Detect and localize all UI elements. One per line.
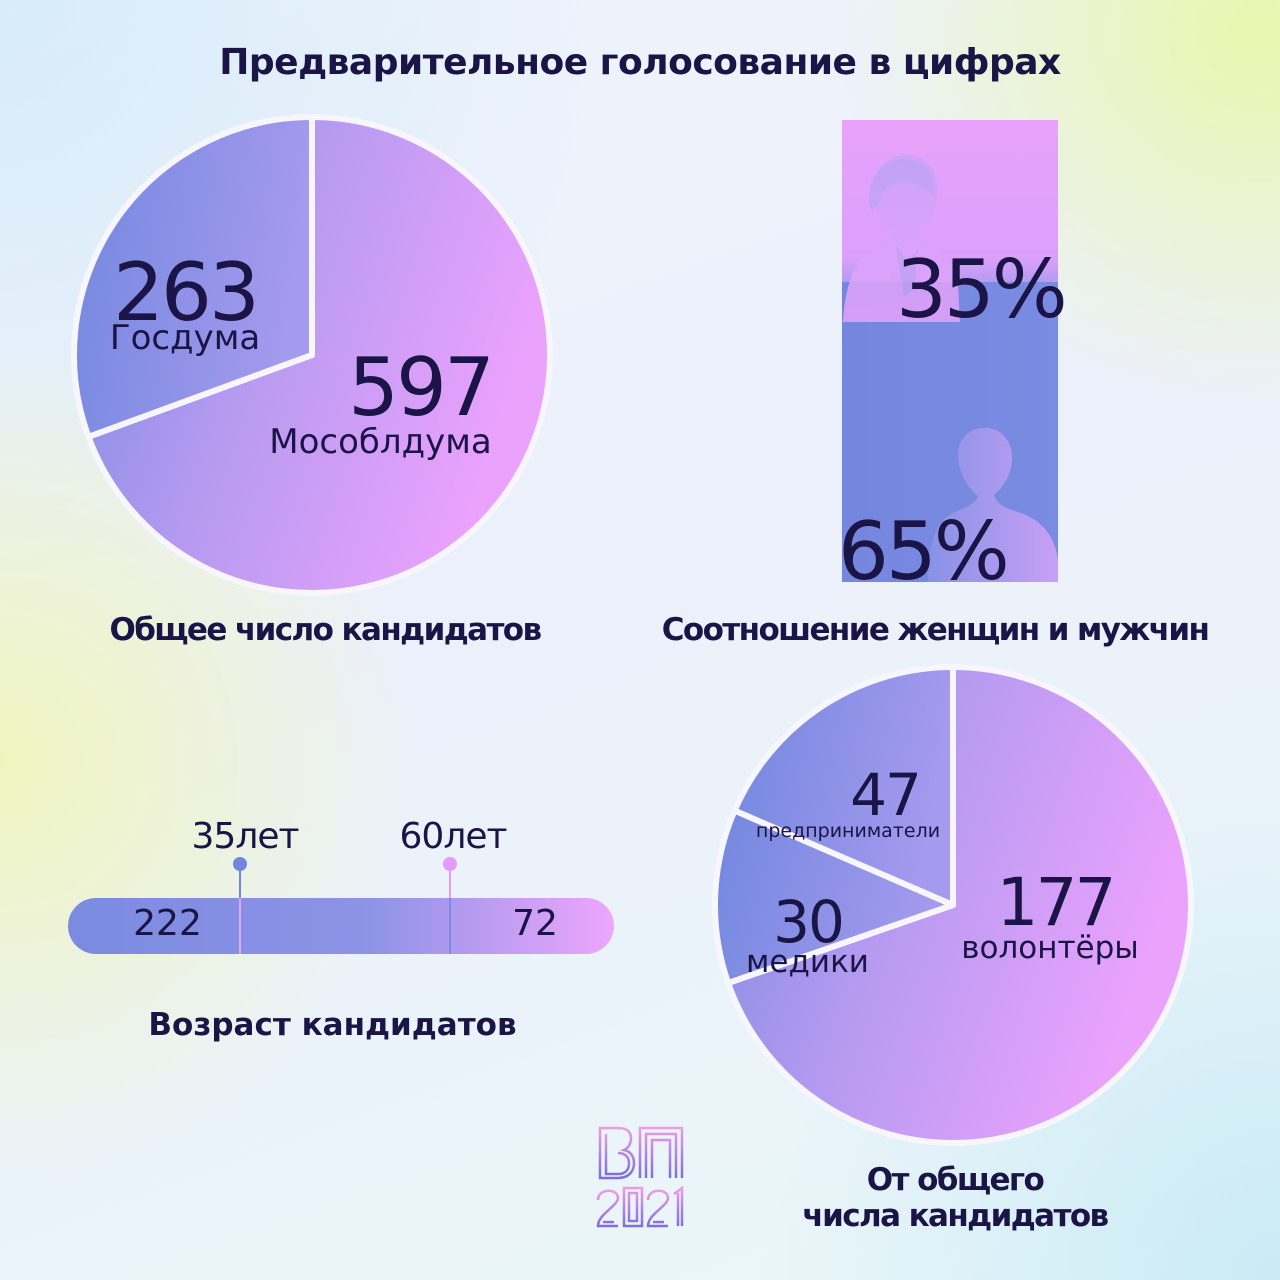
medics-value: 30 <box>773 888 845 956</box>
gosduma-value: 263 <box>113 246 260 339</box>
age-marker-dot-60 <box>443 857 457 871</box>
medics-slice <box>712 807 956 987</box>
total-caption: Общее число кандидатов <box>109 612 542 648</box>
women-percent: 35% <box>896 243 1068 336</box>
volunteers-slice <box>725 664 1194 1146</box>
woman-silhouette-icon <box>843 155 960 322</box>
medics-label: медики <box>746 944 869 980</box>
age-caption: Возраст кандидатов <box>148 1007 517 1043</box>
volunteers-label: волонтёры <box>961 930 1139 966</box>
mosobl-slice <box>85 114 553 596</box>
gosduma-slice <box>71 114 315 440</box>
gender-caption: Соотношение женщин и мужчин <box>661 612 1210 648</box>
man-silhouette-icon <box>928 428 1058 582</box>
mosobl-value: 597 <box>348 341 495 434</box>
men-percent: 65% <box>838 505 1010 598</box>
total-candidates-pie <box>71 114 553 596</box>
volunteers-value: 177 <box>996 864 1117 941</box>
groups-caption-line1: От общего <box>866 1162 1045 1198</box>
age-over-60-value: 72 <box>512 903 558 944</box>
age-markers <box>233 857 457 954</box>
groups-caption-line2: числа кандидатов <box>802 1198 1109 1234</box>
candidate-groups-pie <box>712 664 1194 1146</box>
age-under-35-value: 222 <box>133 903 202 944</box>
page-title: Предварительное голосование в цифрах <box>219 42 1061 83</box>
entrepreneurs-slice <box>731 664 956 908</box>
vp-2021-logo <box>596 1126 684 1228</box>
age-marker-35-label: 35лет <box>191 816 300 857</box>
entrepreneurs-label: предприниматели <box>755 820 941 842</box>
age-marker-60-label: 60лет <box>399 816 508 857</box>
entrepreneurs-value: 47 <box>850 761 922 829</box>
age-bar <box>68 898 614 954</box>
age-chart <box>68 857 614 954</box>
age-marker-dot-35 <box>233 857 247 871</box>
gender-ratio-chart <box>842 120 1058 582</box>
gosduma-label: Госдума <box>109 318 261 358</box>
mosobl-label: Мособлдума <box>269 422 492 462</box>
